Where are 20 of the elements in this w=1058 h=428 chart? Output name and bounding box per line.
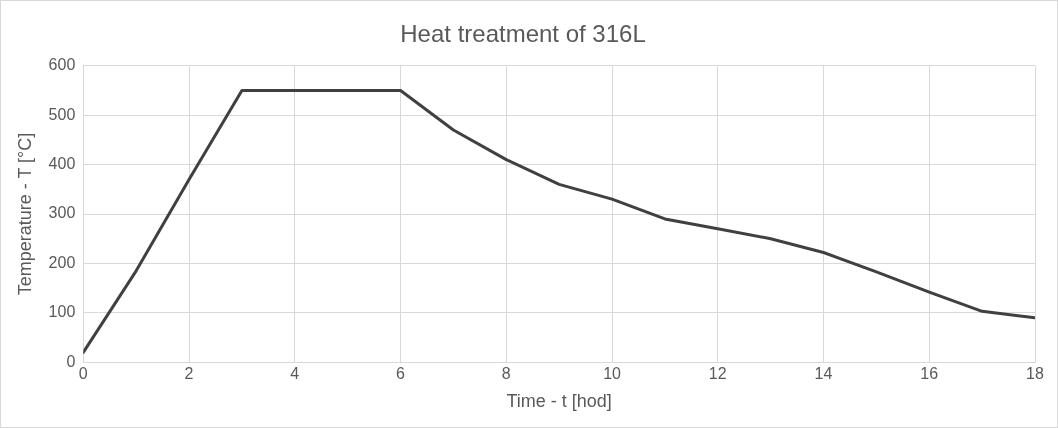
x-tick-label: 2 xyxy=(184,365,194,383)
y-tick-label: 400 xyxy=(48,155,76,173)
chart-title: Heat treatment of 316L xyxy=(400,20,646,48)
y-axis-title: Temperature - T [°C] xyxy=(14,132,35,296)
y-tick-label: 100 xyxy=(48,303,76,321)
y-tick-label: 0 xyxy=(66,352,76,370)
x-tick-label: 4 xyxy=(290,365,300,383)
y-tick-label: 200 xyxy=(48,253,76,271)
x-tick-label: 10 xyxy=(603,365,622,383)
x-tick-label: 16 xyxy=(920,365,939,383)
x-tick-label: 14 xyxy=(814,365,833,383)
y-tick-label: 600 xyxy=(48,56,76,74)
x-tick-label: 8 xyxy=(501,365,511,383)
y-tick-label: 500 xyxy=(48,105,76,123)
x-tick-label: 0 xyxy=(78,365,88,383)
x-tick-label: 12 xyxy=(708,365,727,383)
x-tick-label: 18 xyxy=(1026,365,1044,383)
y-tick-label: 300 xyxy=(48,204,76,222)
x-axis-title: Time - t [hod] xyxy=(506,391,612,412)
x-tick-label: 6 xyxy=(396,365,406,383)
